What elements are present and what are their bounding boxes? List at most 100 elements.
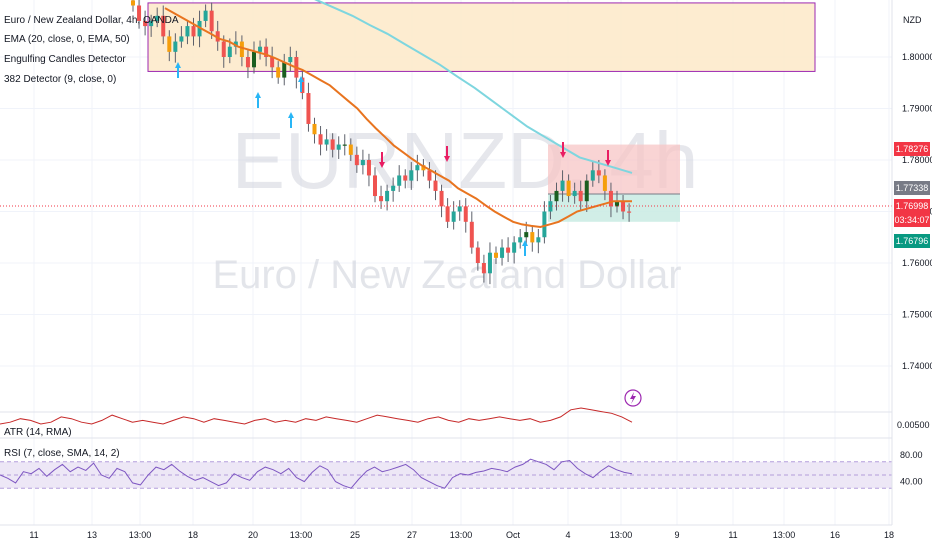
atr-label[interactable]: ATR (14, RMA) — [4, 427, 72, 438]
candle-body — [469, 221, 474, 248]
price-label-text: 1.78276 — [896, 144, 929, 154]
time-tick-label: 16 — [830, 530, 840, 540]
candle-body — [621, 201, 626, 212]
candle-body — [596, 170, 601, 176]
candle-body — [463, 206, 468, 222]
candle-body — [306, 93, 311, 124]
candle-body — [227, 46, 232, 57]
candle-body — [415, 165, 420, 171]
candle-body — [233, 41, 238, 47]
time-tick-label: 13:00 — [450, 530, 473, 540]
price-label-text: 1.76998 — [896, 201, 929, 211]
time-tick-label: Oct — [506, 530, 521, 540]
time-tick-label: 27 — [407, 530, 417, 540]
currency-label[interactable]: NZD — [903, 15, 922, 25]
candle-body — [324, 139, 329, 145]
candle-body — [578, 190, 583, 202]
price-label-box — [894, 181, 930, 195]
candle-body — [615, 201, 619, 207]
rsi-tick-label: 40.00 — [900, 477, 923, 487]
price-label-box — [894, 142, 930, 156]
candle-body — [475, 247, 480, 263]
candle-body — [481, 263, 486, 274]
time-tick-label: 18 — [188, 530, 198, 540]
candle-body — [584, 180, 589, 202]
candle-body — [373, 175, 377, 197]
candle-body — [300, 77, 305, 94]
candle-body — [548, 201, 553, 212]
candle-body — [457, 206, 462, 212]
signal-arrows — [175, 62, 611, 256]
candle-body — [239, 41, 244, 57]
bearish-arrow-icon — [379, 152, 385, 168]
candle-body — [439, 190, 444, 207]
candle-body — [258, 46, 263, 52]
candle-body — [354, 154, 359, 166]
candle-body — [185, 26, 190, 37]
price-tick-label: 1.76000 — [902, 258, 932, 268]
candle-body — [379, 196, 384, 202]
candle-body — [282, 62, 287, 78]
candle-body — [179, 36, 184, 42]
candle-body — [409, 170, 414, 181]
time-tick-label: 20 — [248, 530, 258, 540]
price-label-box — [894, 213, 930, 227]
candle-body — [385, 190, 390, 202]
price-labels: 1.78276 1.77338 1.76998 03:34:07 1.76796 — [894, 142, 930, 248]
time-tick-label: 18 — [884, 530, 894, 540]
candle-body — [512, 242, 517, 253]
candle-body — [336, 144, 341, 150]
price-tick-label: 1.74000 — [902, 361, 932, 371]
candle-body — [221, 41, 226, 57]
candle-body — [524, 232, 529, 238]
time-tick-label: 13 — [87, 530, 97, 540]
price-tick-label: 1.80000 — [902, 52, 932, 62]
time-tick-label: 25 — [350, 530, 360, 540]
candle-body — [348, 144, 353, 155]
candle-body — [161, 15, 166, 37]
legend-symbol[interactable]: Euro / New Zealand Dollar, 4h, OANDA — [4, 15, 179, 26]
rsi-label[interactable]: RSI (7, close, SMA, 14, 2) — [4, 448, 120, 459]
candle-body — [500, 247, 505, 258]
atr-line — [0, 407, 633, 425]
legend-ema[interactable]: EMA (20, close, 0, EMA, 50) — [4, 34, 130, 45]
candle-body — [209, 10, 214, 32]
candle-body — [149, 20, 154, 27]
candle-body — [312, 123, 317, 135]
legend-detector[interactable]: 382 Detector (9, close, 0) — [4, 74, 116, 85]
time-tick-label: 11 — [29, 530, 38, 540]
time-tick-label: 11 — [728, 530, 737, 540]
candle-body — [427, 170, 432, 181]
candle-body — [487, 252, 492, 274]
candle-body — [566, 180, 571, 197]
bullish-arrow-icon — [255, 92, 261, 108]
candle-body — [397, 175, 402, 186]
candle-body — [330, 139, 335, 150]
candle-body — [360, 160, 365, 166]
candle-body — [288, 57, 293, 63]
atr-tick-label: 0.00500 — [897, 420, 930, 430]
candle-body — [131, 0, 135, 6]
take-profit-zone — [548, 193, 680, 222]
watermark-name: Euro / New Zealand Dollar — [212, 253, 681, 297]
candle-body — [270, 57, 275, 68]
bullish-arrow-icon — [175, 62, 181, 78]
candle-body — [203, 10, 208, 21]
price-label-text: 03:34:07 — [894, 215, 929, 225]
candle-body — [608, 190, 613, 207]
price-label-box — [894, 199, 930, 213]
candle-body — [173, 41, 178, 52]
rsi-tick-label: 80.00 — [900, 450, 923, 460]
rsi-line — [0, 458, 633, 489]
lightning-icon[interactable] — [624, 389, 642, 407]
bullish-arrow-icon — [298, 76, 304, 92]
legend-engulfing[interactable]: Engulfing Candles Detector — [4, 54, 126, 65]
candle-body — [342, 144, 347, 146]
price-tick-label: 1.75000 — [902, 310, 932, 320]
candle-body — [215, 31, 220, 42]
time-axis[interactable]: 11 13 13:00 18 20 13:00 25 27 13:00 Oct 4 13:00 9 11 1… — [29, 530, 894, 540]
long-ma-line — [314, 0, 633, 174]
price-tick-label: 1.78000 — [902, 155, 932, 165]
